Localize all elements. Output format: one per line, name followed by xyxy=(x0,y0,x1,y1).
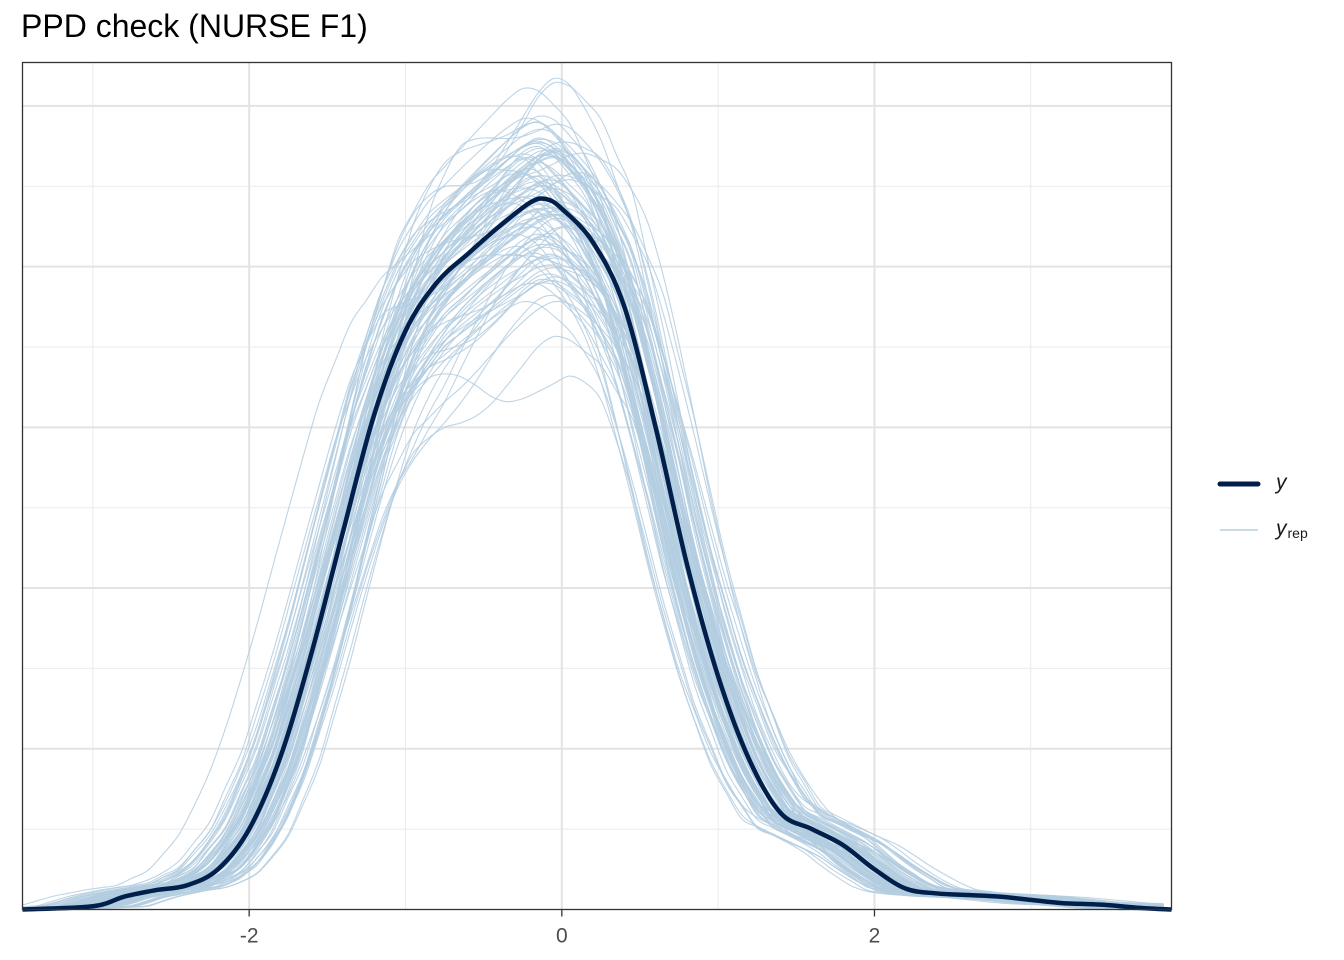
y-rep-line xyxy=(22,188,1164,910)
y-rep-line xyxy=(22,81,1164,910)
y-rep-line xyxy=(22,245,1164,911)
legend-label-y-rep: yrep xyxy=(1274,517,1308,541)
y-rep-line xyxy=(22,208,1164,911)
y-rep-line xyxy=(22,255,1164,911)
y-rep-line xyxy=(22,234,1164,911)
legend: y yrep xyxy=(1217,471,1308,541)
y-line xyxy=(22,196,1172,912)
y-rep-line xyxy=(22,179,1164,910)
y-rep-line xyxy=(22,279,1164,909)
y-rep-line xyxy=(22,278,1164,910)
y-rep-line xyxy=(22,206,1164,911)
y-rep-line xyxy=(22,233,1164,911)
y-rep-line xyxy=(22,202,1164,910)
y-rep-draws xyxy=(22,77,1164,911)
y-rep-line xyxy=(22,300,1164,911)
legend-label-y-rep-main: y xyxy=(1274,517,1288,540)
y-rep-line xyxy=(22,253,1164,911)
y-rep-line xyxy=(22,254,1164,910)
y-rep-line xyxy=(22,253,1164,911)
y-observed-density xyxy=(22,196,1172,912)
chart-title: PPD check (NURSE F1) xyxy=(21,8,368,44)
y-rep-line xyxy=(22,157,1164,909)
y-rep-line xyxy=(22,335,1164,911)
plot-panel-border xyxy=(21,61,1173,911)
x-tick-label: 0 xyxy=(556,925,568,948)
y-rep-line xyxy=(22,282,1164,911)
y-rep-line xyxy=(22,207,1164,909)
x-axis: -2 0 2 xyxy=(240,909,881,948)
grid-major xyxy=(22,62,1172,910)
y-rep-line xyxy=(22,294,1164,911)
y-rep-line xyxy=(22,187,1164,910)
y-rep-line xyxy=(22,235,1164,911)
y-rep-line xyxy=(22,300,1164,910)
y-rep-line xyxy=(22,200,1164,911)
y-rep-line xyxy=(22,207,1164,910)
y-rep-line xyxy=(22,276,1164,911)
y-rep-line xyxy=(22,181,1164,910)
y-rep-line xyxy=(22,243,1164,911)
x-tick-label: 2 xyxy=(869,925,881,948)
y-rep-line xyxy=(22,138,1164,908)
y-rep-line xyxy=(22,257,1164,910)
y-rep-line xyxy=(22,252,1164,911)
y-rep-line xyxy=(22,156,1164,911)
legend-label-y: y xyxy=(1274,471,1288,494)
legend-label-y-rep-subscript: rep xyxy=(1288,525,1308,541)
y-rep-line xyxy=(22,208,1164,911)
y-rep-line xyxy=(22,213,1164,908)
x-tick-label: -2 xyxy=(240,925,259,948)
y-rep-line xyxy=(22,179,1164,910)
grid-minor xyxy=(22,62,1172,910)
y-rep-line xyxy=(22,243,1164,911)
y-rep-line xyxy=(22,282,1164,910)
y-rep-line xyxy=(22,273,1164,911)
y-rep-line xyxy=(22,196,1164,910)
